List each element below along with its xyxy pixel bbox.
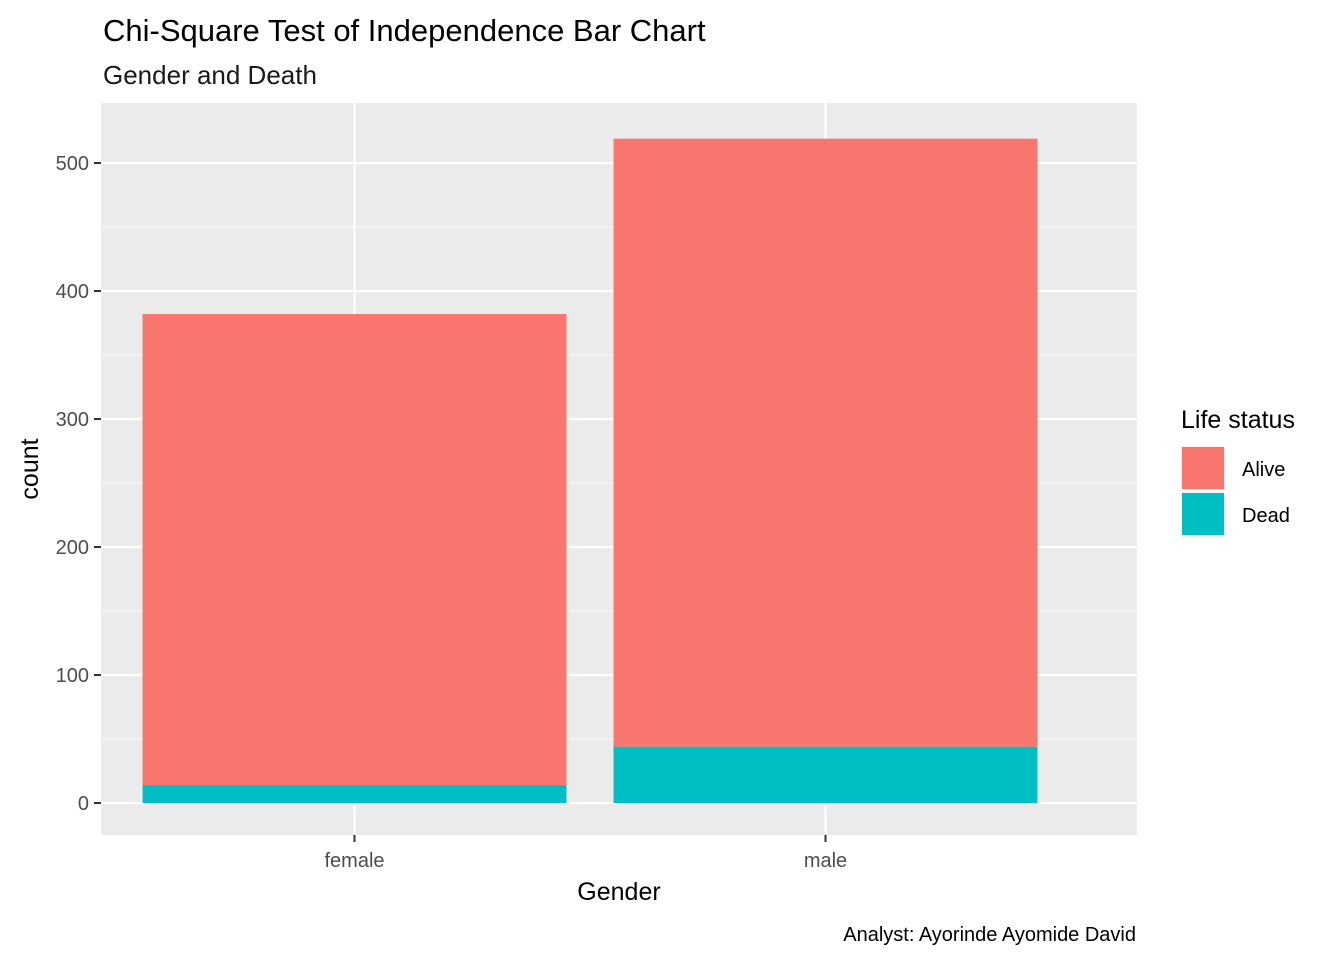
x-axis: female male [324,835,847,872]
bar-alive-female [142,314,567,786]
bar-dead-female [142,785,567,803]
y-axis: 0 100 200 300 400 500 [56,153,101,815]
y-tick-label: 300 [56,409,89,431]
legend-label-dead: Dead [1242,505,1290,527]
legend-swatch-dead [1182,493,1224,535]
legend-swatch-alive [1182,447,1224,489]
y-tick-label: 200 [56,537,89,559]
x-axis-title: Gender [577,878,660,906]
legend: Life status Alive Dead [1181,406,1295,536]
chart-title: Chi-Square Test of Independence Bar Char… [103,13,706,48]
legend-label-alive: Alive [1242,459,1285,481]
y-tick-label: 0 [78,793,89,815]
bar-alive-male [613,138,1038,747]
x-tick-label: female [324,850,384,872]
legend-title: Life status [1181,406,1295,434]
chart-subtitle: Gender and Death [103,60,317,90]
bars [142,138,1038,803]
y-tick-label: 100 [56,665,89,687]
y-axis-title: count [16,438,44,499]
bar-dead-male [613,746,1038,803]
y-tick-label: 500 [56,153,89,175]
x-tick-label: male [804,850,847,872]
y-tick-label: 400 [56,281,89,303]
caption: Analyst: Ayorinde Ayomide David [843,924,1136,946]
